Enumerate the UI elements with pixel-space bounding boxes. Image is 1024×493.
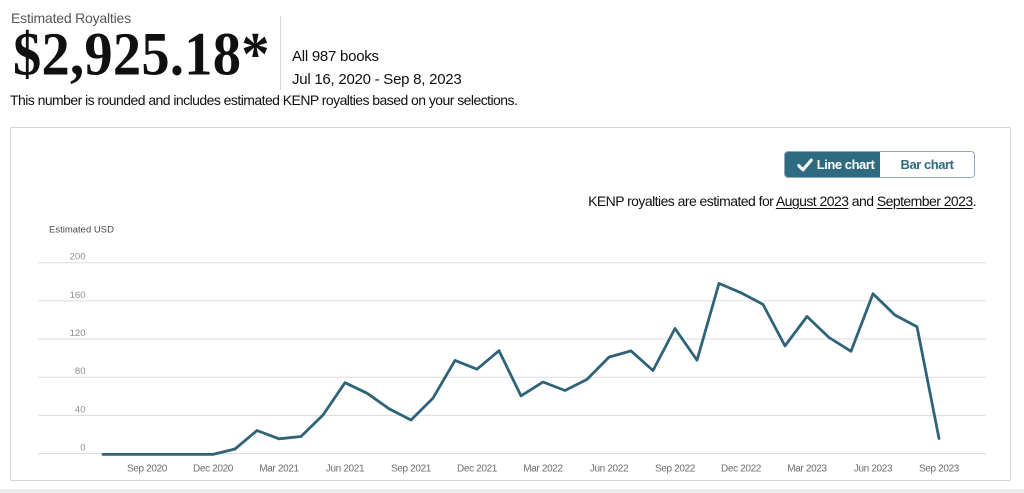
svg-text:Sep 2020: Sep 2020 xyxy=(127,464,168,475)
svg-text:40: 40 xyxy=(75,404,86,415)
svg-text:200: 200 xyxy=(70,252,86,263)
svg-text:Jun 2021: Jun 2021 xyxy=(326,464,365,475)
svg-text:Dec 2022: Dec 2022 xyxy=(721,464,762,475)
svg-text:Dec 2021: Dec 2021 xyxy=(457,464,498,475)
svg-text:0: 0 xyxy=(80,443,85,454)
svg-text:Jun 2023: Jun 2023 xyxy=(854,464,893,475)
svg-text:Dec 2020: Dec 2020 xyxy=(193,464,234,475)
svg-text:160: 160 xyxy=(70,290,86,301)
svg-text:Jun 2022: Jun 2022 xyxy=(590,464,629,475)
svg-text:80: 80 xyxy=(75,366,86,377)
svg-text:Sep 2021: Sep 2021 xyxy=(391,464,432,475)
svg-text:Sep 2022: Sep 2022 xyxy=(655,464,696,475)
svg-text:Mar 2023: Mar 2023 xyxy=(787,464,827,475)
svg-text:120: 120 xyxy=(70,328,86,339)
svg-text:Sep 2023: Sep 2023 xyxy=(919,464,960,475)
svg-text:Estimated USD: Estimated USD xyxy=(49,225,114,236)
svg-text:Mar 2021: Mar 2021 xyxy=(259,464,299,475)
svg-text:Mar 2022: Mar 2022 xyxy=(523,464,563,475)
